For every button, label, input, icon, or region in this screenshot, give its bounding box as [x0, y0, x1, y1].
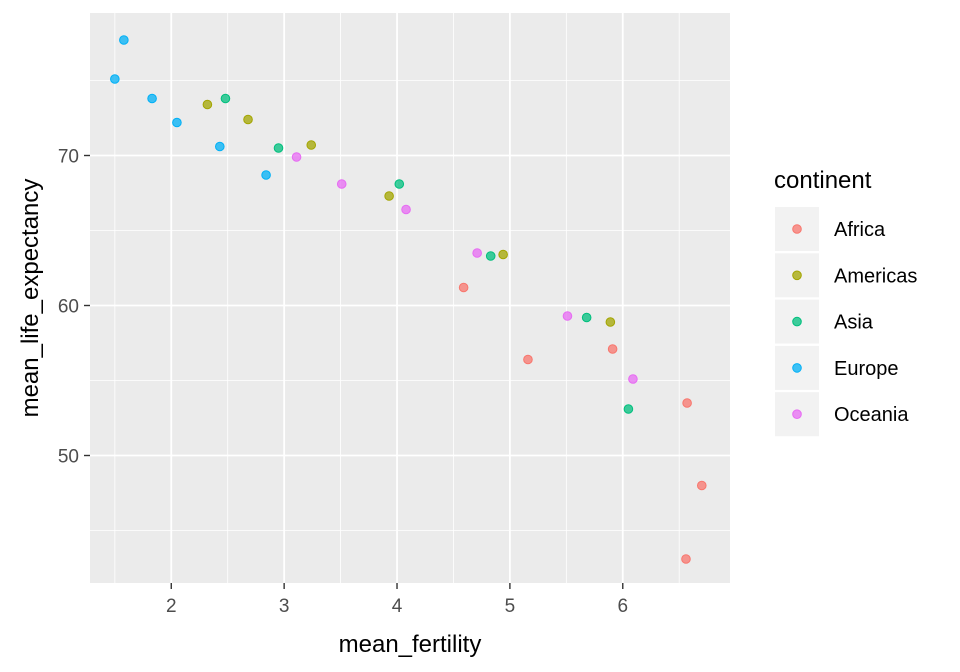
- data-point-asia: [485, 251, 496, 261]
- data-point-africa: [681, 554, 691, 564]
- legend-title: continent: [774, 167, 872, 194]
- y-tick-label: 70: [58, 147, 79, 168]
- x-tick-label: 6: [617, 596, 628, 617]
- data-point-americas: [605, 317, 616, 327]
- data-point-asia: [394, 179, 405, 189]
- legend-label-oceania: Oceania: [834, 404, 909, 426]
- x-tick-label: 5: [505, 596, 516, 617]
- data-point-americas: [384, 191, 394, 201]
- data-point-africa: [696, 480, 707, 491]
- data-point-asia: [273, 143, 284, 153]
- legend: continent Africa Americas Asia Europe Oceani…: [774, 167, 917, 437]
- legend-label-europe: Europe: [834, 358, 899, 380]
- plot-panel: [90, 13, 730, 583]
- legend-marker-europe: [792, 363, 802, 373]
- legend-label-americas: Americas: [834, 265, 917, 287]
- data-point-americas: [498, 249, 508, 260]
- data-point-asia: [623, 404, 634, 414]
- data-point-europe: [110, 74, 120, 84]
- data-point-asia: [220, 93, 231, 104]
- data-point-americas: [202, 99, 213, 110]
- legend-marker-africa: [792, 224, 802, 234]
- data-point-oceania: [401, 204, 411, 215]
- x-tick-label: 4: [392, 596, 403, 617]
- data-points: [110, 35, 707, 564]
- x-axis-title: mean_fertility: [339, 631, 482, 658]
- data-point-africa: [682, 398, 692, 408]
- data-point-americas: [306, 140, 317, 150]
- data-point-europe: [261, 170, 271, 180]
- legend-label-africa: Africa: [834, 219, 886, 241]
- legend-label-asia: Asia: [834, 312, 874, 334]
- x-axis-ticks: 2 3 4 5 6: [166, 583, 628, 617]
- data-point-europe: [147, 93, 157, 104]
- data-point-europe: [172, 117, 182, 128]
- data-point-oceania: [628, 374, 638, 384]
- y-axis-title: mean_life_expectancy: [17, 179, 44, 418]
- y-tick-label: 60: [58, 297, 79, 318]
- data-point-oceania: [562, 311, 573, 321]
- data-point-americas: [243, 114, 253, 125]
- data-point-oceania: [291, 152, 302, 162]
- data-point-asia: [581, 312, 592, 323]
- data-point-africa: [523, 354, 533, 365]
- data-point-africa: [607, 344, 618, 354]
- data-point-europe: [215, 141, 225, 152]
- y-axis-ticks: 50 60 70: [58, 147, 90, 468]
- major-gridlines: [90, 13, 730, 583]
- x-tick-label: 2: [166, 596, 177, 617]
- data-point-oceania: [472, 248, 482, 258]
- data-point-oceania: [336, 179, 347, 189]
- legend-marker-asia: [792, 316, 802, 327]
- data-point-africa: [458, 282, 469, 293]
- data-point-europe: [119, 35, 129, 45]
- legend-marker-oceania: [792, 409, 802, 420]
- x-tick-label: 3: [279, 596, 290, 617]
- legend-marker-americas: [792, 270, 802, 281]
- y-tick-label: 50: [58, 447, 79, 468]
